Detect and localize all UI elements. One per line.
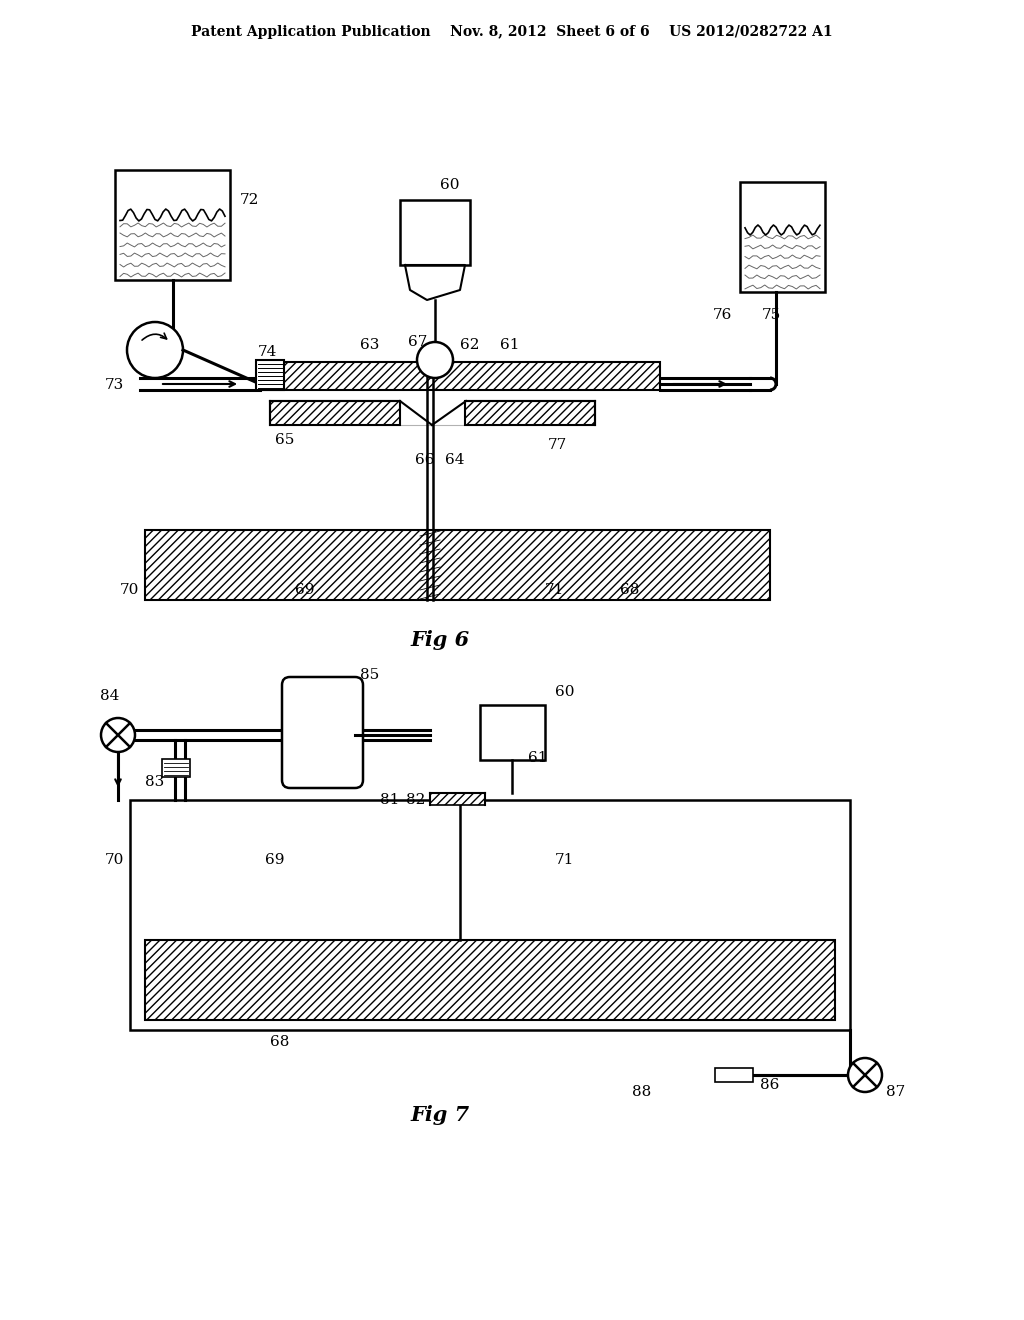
Bar — [260, 362, 660, 389]
Circle shape — [417, 342, 453, 378]
Text: 61: 61 — [500, 338, 519, 352]
Text: 62: 62 — [460, 338, 479, 352]
Text: 63: 63 — [360, 338, 379, 352]
Bar — [430, 793, 485, 805]
Bar — [145, 940, 835, 1020]
Bar — [162, 759, 190, 777]
Text: 68: 68 — [270, 1035, 290, 1049]
Text: 86: 86 — [760, 1078, 779, 1092]
Text: 69: 69 — [265, 853, 285, 867]
Text: 69: 69 — [295, 583, 314, 597]
Bar — [260, 362, 660, 389]
Bar — [480, 705, 545, 760]
Bar — [465, 401, 595, 425]
Text: 81: 81 — [380, 793, 399, 807]
Text: 70: 70 — [105, 853, 124, 867]
Circle shape — [101, 718, 135, 752]
Bar — [715, 1068, 753, 1082]
Circle shape — [127, 322, 183, 378]
Bar — [145, 940, 835, 1020]
Text: 74: 74 — [258, 345, 278, 359]
Text: 83: 83 — [145, 775, 164, 789]
Bar — [430, 793, 485, 805]
Bar — [256, 360, 284, 389]
Text: 72: 72 — [240, 193, 259, 207]
Text: 82: 82 — [406, 793, 425, 807]
Bar — [115, 170, 230, 280]
Text: 60: 60 — [555, 685, 574, 700]
Text: 76: 76 — [713, 308, 732, 322]
Bar — [270, 401, 400, 425]
Circle shape — [848, 1059, 882, 1092]
Bar — [740, 182, 825, 292]
Text: Fig 6: Fig 6 — [411, 630, 470, 649]
Text: Fig 7: Fig 7 — [411, 1105, 470, 1125]
Text: 75: 75 — [762, 308, 781, 322]
Bar — [270, 401, 400, 425]
Text: 84: 84 — [100, 689, 120, 704]
Text: 65: 65 — [275, 433, 294, 447]
Text: 60: 60 — [440, 178, 460, 191]
Text: 77: 77 — [548, 438, 567, 451]
FancyBboxPatch shape — [282, 677, 362, 788]
Bar — [400, 201, 470, 265]
Bar — [130, 800, 850, 1030]
Text: 67: 67 — [408, 335, 427, 348]
Text: 87: 87 — [886, 1085, 905, 1100]
Text: 71: 71 — [555, 853, 574, 867]
Text: 88: 88 — [632, 1085, 651, 1100]
Text: 70: 70 — [120, 583, 139, 597]
Text: Patent Application Publication    Nov. 8, 2012  Sheet 6 of 6    US 2012/0282722 : Patent Application Publication Nov. 8, 2… — [191, 25, 833, 40]
Bar — [465, 401, 595, 425]
Bar — [145, 531, 770, 601]
Text: 73: 73 — [105, 378, 124, 392]
Text: 66: 66 — [415, 453, 434, 467]
Text: 71: 71 — [545, 583, 564, 597]
Text: 64: 64 — [445, 453, 465, 467]
Text: 68: 68 — [620, 583, 639, 597]
Text: 85: 85 — [360, 668, 379, 682]
Bar — [145, 531, 770, 601]
Text: 61: 61 — [528, 751, 548, 766]
